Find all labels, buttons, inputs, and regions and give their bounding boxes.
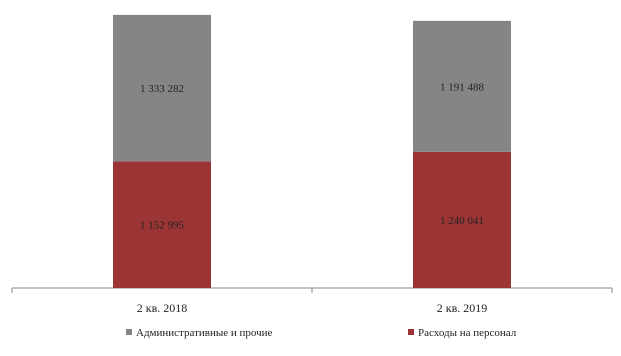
data-label: 1 240 041 — [440, 215, 484, 227]
legend-swatch — [408, 329, 414, 335]
legend: Административные и прочие Расходы на перс… — [126, 327, 517, 339]
data-label: 1 333 282 — [140, 83, 184, 95]
data-label: 1 152 995 — [140, 220, 185, 232]
category-label: 2 кв. 2019 — [437, 301, 488, 315]
bar-segment-admin — [413, 20, 511, 152]
legend-swatch — [126, 329, 132, 335]
bar-segment-admin — [113, 14, 211, 162]
data-label: 1 191 488 — [440, 81, 485, 93]
plot-area: 1 152 995 1 333 282 2 кв. 2018 1 240 041 1 1… — [11, 14, 613, 315]
bar-segment-personnel — [413, 151, 511, 288]
bar-segment-personnel — [113, 161, 211, 288]
legend-label: Административные и прочие — [136, 327, 273, 339]
legend-label: Расходы на персонал — [418, 327, 517, 339]
category-label: 2 кв. 2018 — [137, 301, 188, 315]
